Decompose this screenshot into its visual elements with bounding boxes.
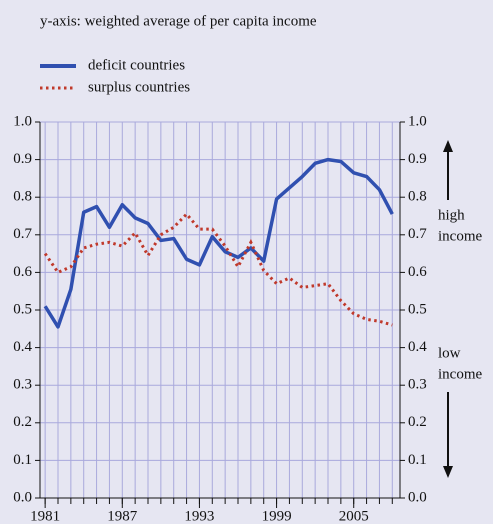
legend-label: deficit countries	[88, 57, 185, 73]
y-tick-label: 0.8	[13, 189, 32, 205]
arrow-head	[443, 466, 453, 478]
y-tick-label: 0.8	[408, 189, 427, 205]
y-tick-label: 0.1	[13, 452, 32, 468]
y-tick-label: 0.7	[13, 226, 32, 242]
annotation: low	[438, 345, 461, 361]
y-tick-label: 0.4	[13, 339, 32, 355]
y-tick-label: 0.3	[13, 377, 32, 393]
y-tick-label: 0.0	[408, 489, 427, 505]
legend-label: surplus countries	[88, 79, 190, 95]
y-tick-label: 0.0	[13, 489, 32, 505]
y-tick-label: 0.2	[13, 414, 32, 430]
x-tick-label: 1999	[262, 508, 292, 524]
annotation: high	[438, 207, 465, 223]
y-tick-label: 0.4	[408, 339, 427, 355]
y-tick-label: 0.9	[408, 151, 427, 167]
annotation: income	[438, 366, 482, 382]
annotation: income	[438, 228, 482, 244]
y-tick-label: 1.0	[408, 113, 427, 129]
x-tick-label: 1987	[107, 508, 138, 524]
series-line	[43, 157, 394, 329]
y-tick-label: 0.3	[408, 377, 427, 393]
arrow-head	[443, 140, 453, 152]
y-tick-label: 0.9	[13, 151, 32, 167]
y-tick-label: 0.5	[408, 301, 427, 317]
series-line	[43, 211, 393, 327]
x-tick-label: 1993	[184, 508, 214, 524]
y-tick-label: 1.0	[13, 113, 32, 129]
y-tick-label: 0.2	[408, 414, 427, 430]
x-tick-label: 2005	[339, 508, 369, 524]
x-tick-label: 1981	[30, 508, 60, 524]
y-tick-label: 0.6	[13, 264, 32, 280]
y-tick-label: 0.6	[408, 264, 427, 280]
y-tick-label: 0.1	[408, 452, 427, 468]
y-tick-label: 0.7	[408, 226, 427, 242]
subtitle: y-axis: weighted average of per capita i…	[40, 13, 317, 29]
y-tick-label: 0.5	[13, 301, 32, 317]
